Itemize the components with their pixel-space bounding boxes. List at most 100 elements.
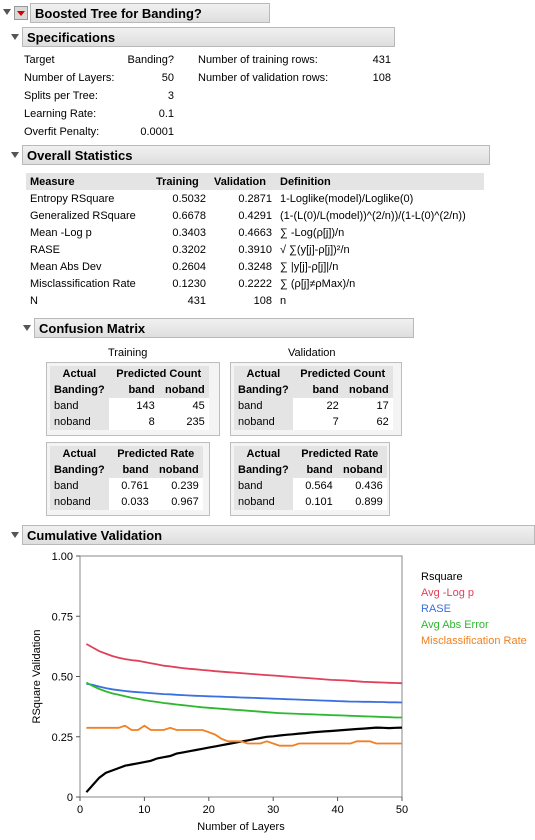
y-tick-label: 0 [67, 792, 73, 804]
validation-count-matrix: Actual Predicted Count Banding? band noband b… [230, 362, 402, 436]
stats-row: Mean Abs Dev 0.2604 0.3248 ∑ |y[j]-ρ[j]|/n [26, 258, 484, 275]
stat-validation: 0.4291 [238, 209, 272, 222]
row-label: band [50, 398, 109, 414]
stat-training: 0.5032 [172, 192, 206, 205]
spec-value: 50 [161, 72, 174, 84]
confusion-table: Actual Predicted Count Banding? band noband b… [234, 366, 393, 430]
cumulative-validation-header[interactable]: Cumulative Validation [22, 525, 535, 545]
y-axis-label: RSquare Validation [31, 630, 43, 724]
cell-value: 0.564 [292, 478, 337, 494]
stat-validation: 0.2222 [238, 277, 272, 290]
cell-value: 17 [342, 398, 393, 414]
overall-statistics-table: Measure Training Validation Definition E… [26, 173, 484, 309]
row-label: noband [50, 494, 109, 510]
row-label: noband [50, 414, 109, 430]
confusion-table: Actual Predicted Count Banding? band noband b… [50, 366, 209, 430]
legend-item: Misclassification Rate [421, 635, 527, 647]
actual-label: Actual [234, 446, 293, 462]
spec-value: 0.0001 [140, 126, 174, 138]
col-training: Training [152, 173, 210, 190]
disclosure-icon[interactable] [3, 9, 11, 15]
spec-label: Number of validation rows: [198, 72, 329, 84]
series-line-rase [86, 682, 403, 704]
stat-training: 0.3202 [172, 243, 206, 256]
plot-frame [79, 555, 403, 798]
y-tick-label: 0.25 [52, 732, 73, 744]
stat-validation: 0.4663 [238, 226, 272, 239]
legend-item: Rsquare [421, 571, 463, 583]
row-label: band [50, 478, 109, 494]
col-band: band [108, 462, 153, 478]
cell-value: 62 [342, 414, 393, 430]
stats-row: Entropy RSquare 0.5032 0.2871 1-Loglike(mod… [26, 190, 484, 207]
stat-validation: 0.2871 [238, 192, 272, 205]
spec-label: Overfit Penalty: [24, 126, 100, 138]
stat-training: 0.6678 [172, 209, 206, 222]
col-validation: Validation [210, 173, 276, 190]
stat-validation: 0.3248 [238, 260, 272, 273]
stat-validation: 0.3910 [238, 243, 272, 256]
x-tick-label: 10 [138, 804, 150, 816]
spec-label: Learning Rate: [24, 108, 97, 120]
overall-statistics-disclosure-icon[interactable] [11, 152, 19, 158]
spec-label: Splits per Tree: [24, 90, 98, 102]
y-tick-label: 0.50 [52, 672, 73, 684]
spec-row: Learning Rate: 0.1 [24, 108, 174, 124]
confusion-matrix-disclosure-icon[interactable] [23, 325, 31, 331]
x-tick-label: 0 [77, 804, 83, 816]
y-tick-label: 0.75 [52, 611, 73, 623]
stats-row: Mean -Log p 0.3403 0.4663 ∑ -Log(ρ[j])/n [26, 224, 484, 241]
specifications-disclosure-icon[interactable] [11, 34, 19, 40]
row-label: noband [234, 494, 293, 510]
cell-value: 235 [158, 414, 209, 430]
predicted-header: Predicted Count [292, 366, 393, 382]
spec-value: Banding? [127, 54, 175, 66]
cell-value: 0.033 [108, 494, 153, 510]
col-measure: Measure [26, 173, 152, 190]
x-tick-label: 40 [331, 804, 343, 816]
spec-row: Number of Layers: 50 [24, 72, 174, 88]
banding-label: Banding? [234, 382, 293, 398]
spec-label: Number of training rows: [198, 54, 318, 66]
stat-definition: 1-Loglike(model)/Loglike(0) [280, 192, 414, 205]
stat-measure: Mean Abs Dev [30, 260, 102, 273]
stat-measure: Entropy RSquare [30, 192, 115, 205]
training-label: Training [108, 347, 148, 359]
stat-definition: ∑ (ρ[j]≠ρMax)/n [280, 277, 356, 290]
specifications-header[interactable]: Specifications [22, 27, 395, 47]
stat-measure: RASE [30, 243, 60, 256]
stat-definition: ∑ |y[j]-ρ[j]|/n [280, 260, 339, 273]
x-tick-label: 50 [396, 804, 408, 816]
spec-value: 0.1 [158, 108, 174, 120]
cell-value: 0.101 [292, 494, 337, 510]
stat-validation: 108 [253, 294, 272, 307]
cell-value: 45 [158, 398, 209, 414]
cumulative-validation-chart: 0 0.25 0.50 0.75 1.00 0 10 20 30 40 50 Number of La… [31, 551, 527, 833]
spec-row: Target Banding? [24, 54, 174, 70]
spec-row: Number of training rows: 431 [198, 54, 391, 70]
overall-statistics-header[interactable]: Overall Statistics [22, 145, 490, 165]
stats-row: N 431 108 n [26, 292, 484, 309]
actual-label: Actual [50, 446, 109, 462]
cell-value: 0.761 [108, 478, 153, 494]
series-line-misclassification-rate [86, 724, 402, 747]
banding-label: Banding? [234, 462, 293, 478]
predicted-header: Predicted Rate [292, 446, 387, 462]
validation-rate-matrix: Actual Predicted Rate Banding? band noband ba… [230, 442, 390, 516]
stats-row: Generalized RSquare 0.6678 0.4291 (1-(L(0)/… [26, 207, 484, 224]
cumulative-validation-disclosure-icon[interactable] [11, 532, 19, 538]
cell-value: 7 [292, 414, 343, 430]
series-line-avg-abs-error [85, 681, 402, 719]
series-line-rsquare [85, 726, 403, 793]
cell-value: 0.899 [336, 494, 387, 510]
validation-label: Validation [288, 347, 336, 359]
stat-training: 0.3403 [172, 226, 206, 239]
red-triangle-menu-icon[interactable] [14, 6, 28, 20]
x-tick-label: 30 [267, 804, 279, 816]
cell-value: 0.967 [152, 494, 203, 510]
stat-measure: Misclassification Rate [30, 277, 136, 290]
confusion-matrix-header[interactable]: Confusion Matrix [34, 318, 414, 338]
stat-definition: ∑ -Log(ρ[j])/n [280, 226, 345, 239]
stats-row: Misclassification Rate 0.1230 0.2222 ∑ (ρ[j… [26, 275, 484, 292]
col-noband: noband [336, 462, 387, 478]
